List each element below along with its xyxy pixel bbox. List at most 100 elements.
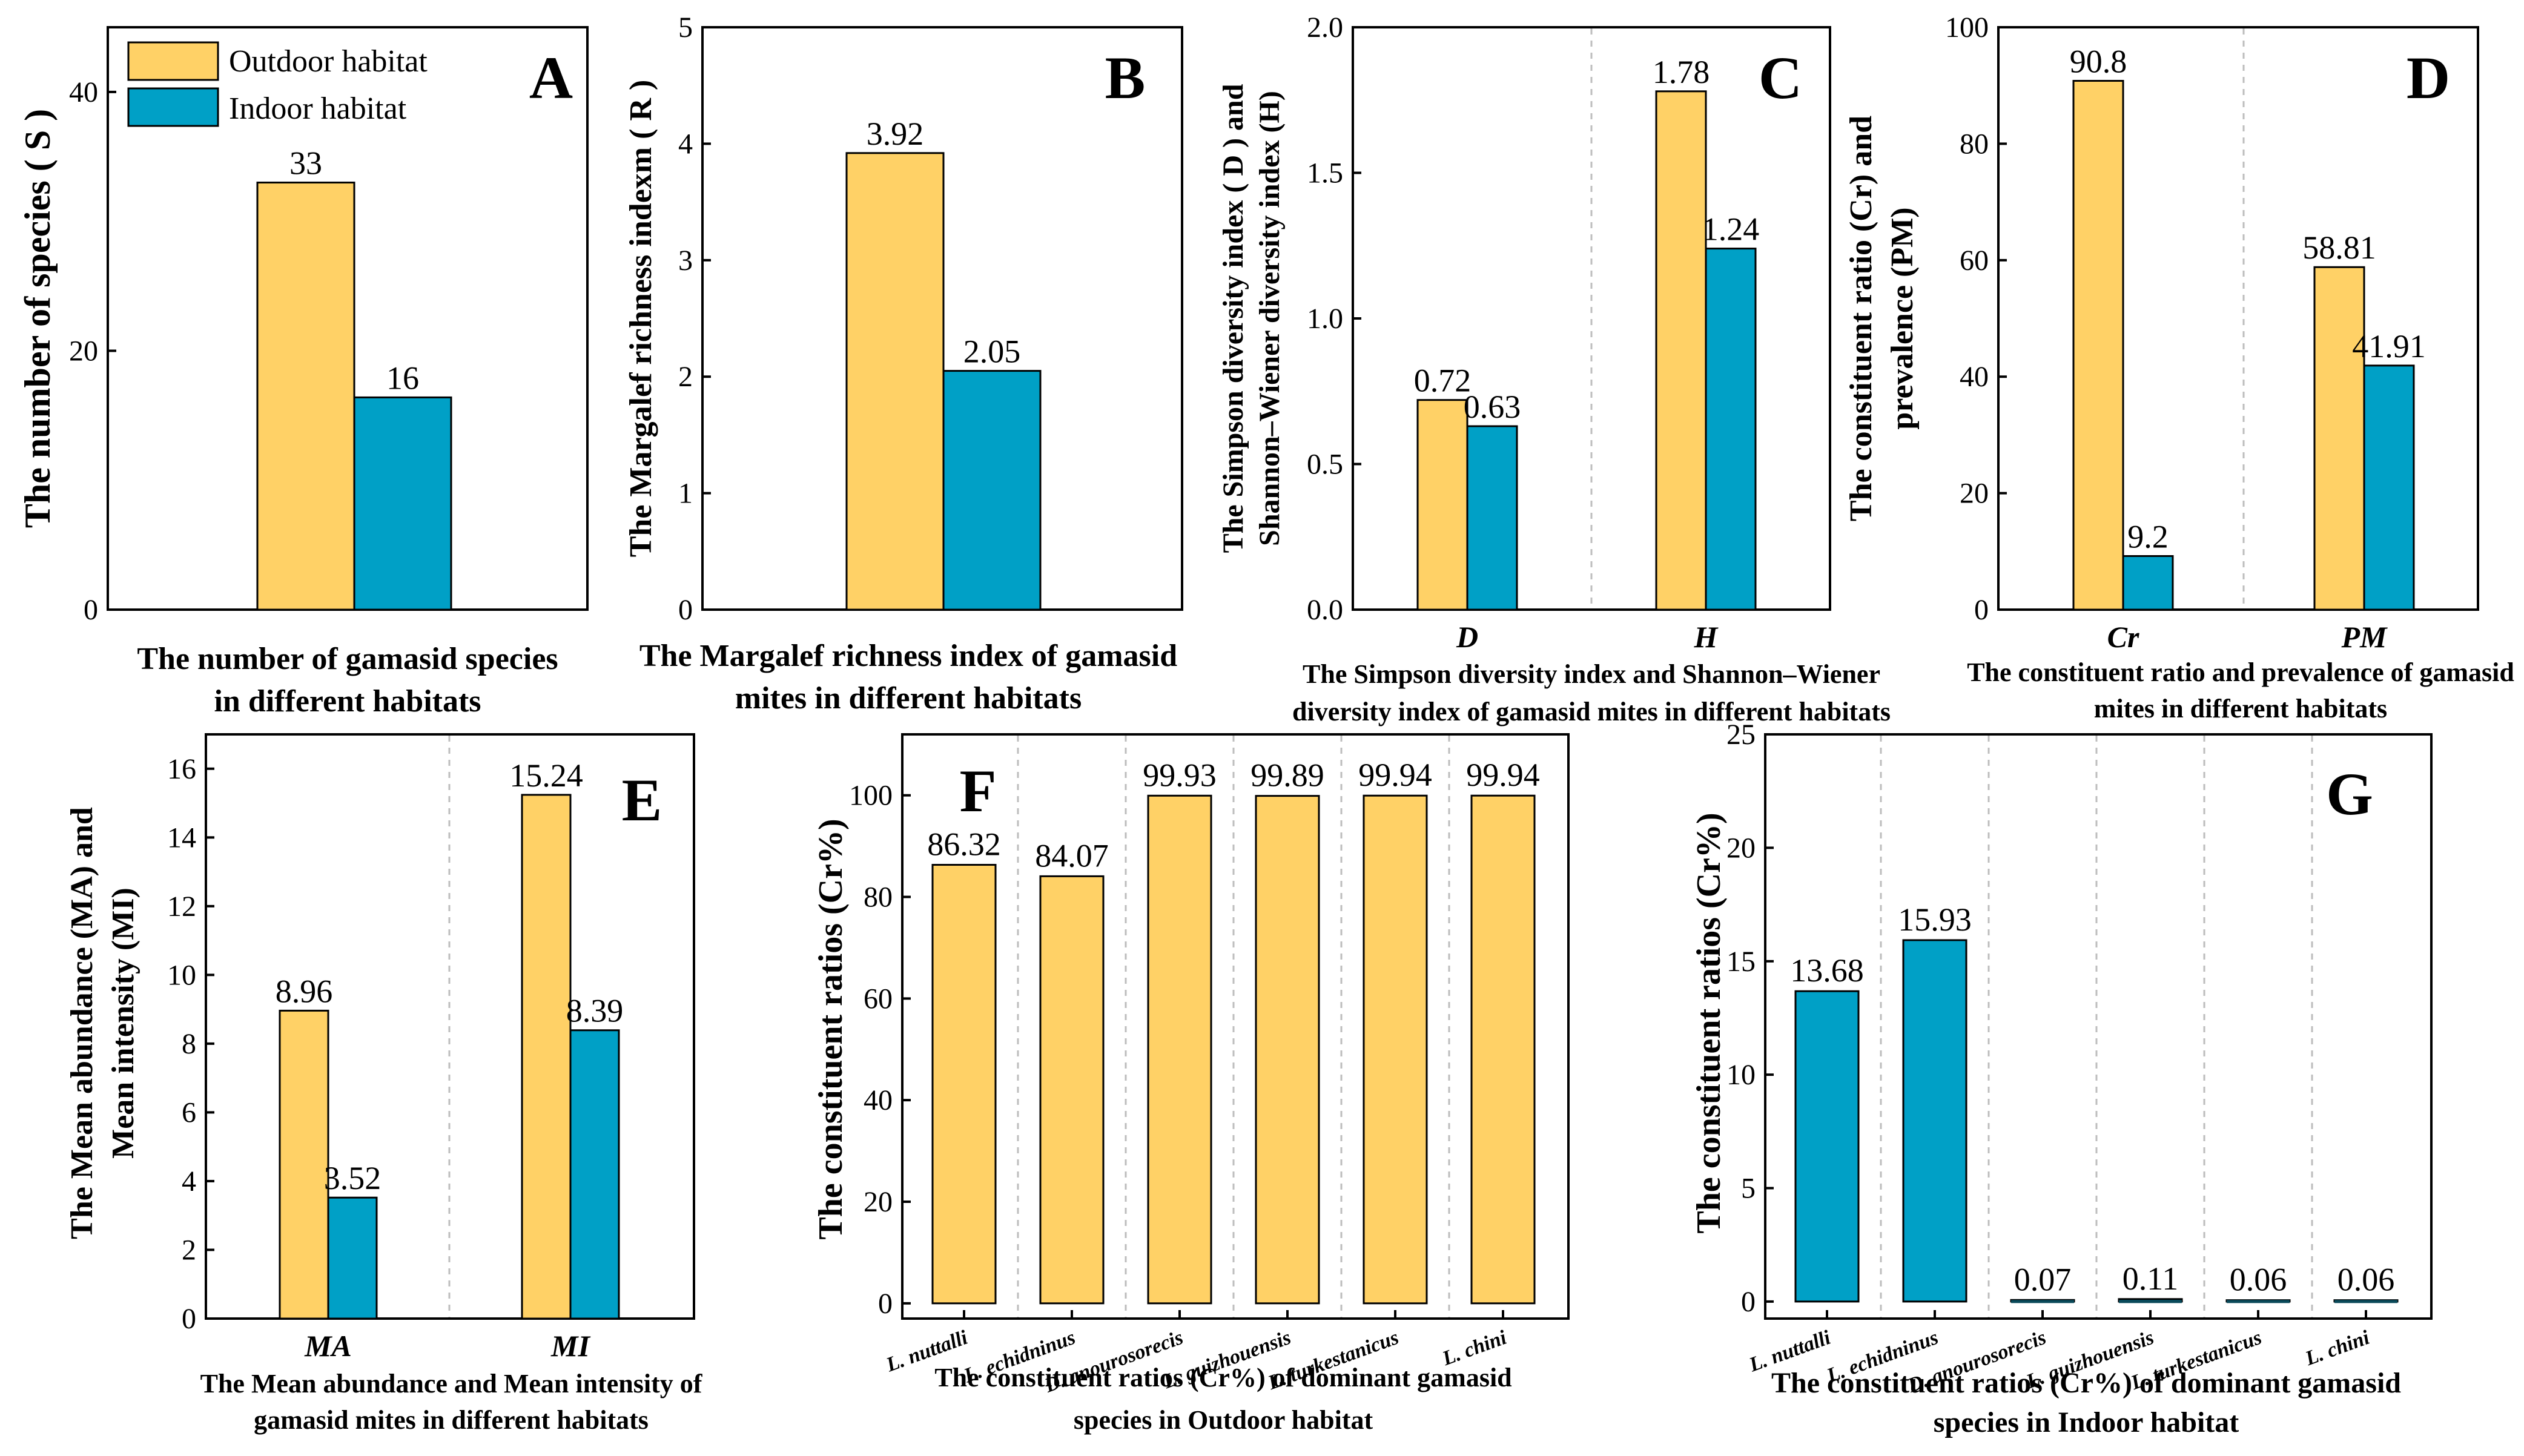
panel-c-bars — [1416, 90, 1757, 611]
panel-c-y-tick-label: 0.5 — [1307, 449, 1343, 481]
panel-e-y-label-line-2: Mean intensity (MI) — [106, 888, 140, 1159]
panel-d-y-tick-label: 100 — [1945, 12, 1989, 44]
panel-d-y-label-line-1: The constituent ratio (Cr) and — [1844, 116, 1878, 521]
panel-d-y-axis: 0 20 40 60 80 100 Cr PM — [1945, 12, 2388, 654]
panel-a-y-tick-label: 40 — [69, 76, 98, 108]
panel-b-data-label: 2.05 — [963, 334, 1021, 370]
panel-e-bar — [521, 794, 572, 1320]
panel-d-letter: D — [2407, 44, 2450, 111]
panel-f-bar — [1255, 795, 1320, 1305]
panel-f-y-tick-label: 60 — [864, 983, 893, 1015]
panel-c-y-label-line-1: The Simpson diversity index ( D ) and — [1217, 84, 1249, 553]
legend-swatch-outdoor — [127, 41, 219, 81]
panel-e-y-tick-label: 2 — [182, 1234, 196, 1266]
panel-f-bars — [931, 794, 1536, 1305]
legend-label-outdoor: Outdoor habitat — [229, 44, 428, 79]
panel-f-bar — [1147, 794, 1212, 1305]
panel-b-y-tick-label: 0 — [678, 594, 693, 626]
panel-e-y-tick-label: 6 — [182, 1096, 196, 1128]
panel-b-bar — [942, 370, 1042, 611]
panel-e-x-label-line-2: gamasid mites in different habitats — [254, 1405, 649, 1435]
panel-c-letter: C — [1759, 44, 1802, 111]
panel-g-data-label: 0.07 — [2014, 1261, 2072, 1297]
panel-d-y-tick-label: 80 — [1960, 128, 1989, 160]
panel-c-group-label: H — [1694, 620, 1719, 654]
panel-g-y-tick-label: 0 — [1741, 1286, 1756, 1318]
panel-f-plot-frame — [901, 733, 1570, 1320]
panel-f-bar — [931, 863, 997, 1305]
panel-e-y-tick-label: 16 — [167, 753, 196, 785]
panel-e-bars — [279, 794, 620, 1320]
panel-c-bar — [1655, 90, 1707, 611]
panel-f-data-labels: 86.32 84.07 99.93 99.89 99.94 99.94 — [927, 757, 1540, 874]
panel-d-x-label-line-1: The constituent ratio and prevalence of … — [1967, 657, 2514, 687]
legend: Outdoor habitat Indoor habitat — [127, 41, 428, 127]
panel-d-bar — [2072, 80, 2124, 611]
panel-c-y-tick-label: 1.5 — [1307, 157, 1343, 189]
panel-b-letter: B — [1105, 44, 1146, 111]
panel-e-bar — [327, 1196, 378, 1320]
panel-e-data-labels: 8.96 3.52 15.24 8.39 — [276, 757, 624, 1196]
panel-g-data-label: 15.93 — [1898, 901, 1972, 938]
panel-g-x-label-line-2: species in Indoor habitat — [1934, 1406, 2239, 1438]
panel-d-bar — [2122, 555, 2174, 611]
panel-e-y-tick-label: 0 — [182, 1303, 196, 1335]
panel-f-data-label: 84.07 — [1035, 837, 1109, 874]
panel-c-group-label: D — [1456, 620, 1478, 654]
panel-e-plot-frame — [205, 733, 695, 1320]
panel-g-category-label: L. chini — [2302, 1326, 2373, 1371]
panel-b-data-label: 3.92 — [867, 116, 924, 152]
panel-b-x-label-line-1: The Margalef richness index of gamasid — [639, 639, 1177, 673]
panel-c-bar — [1466, 425, 1518, 611]
panel-g-y-tick-label: 10 — [1726, 1059, 1756, 1091]
panel-d-group-label: Cr — [2107, 620, 2139, 654]
panel-g-data-label: 13.68 — [1790, 952, 1864, 989]
panel-d-bar — [2313, 266, 2365, 611]
panel-e-data-label: 15.24 — [509, 757, 583, 794]
panel-a-bar — [353, 396, 452, 611]
panel-g-letter: G — [2326, 760, 2373, 828]
panel-a-data-labels: 33 16 — [289, 145, 419, 397]
panel-g-data-label: 0.11 — [2123, 1260, 2179, 1297]
panel-c-data-label: 0.72 — [1414, 363, 1472, 399]
panel-g-plot-frame — [1764, 733, 2433, 1320]
panel-b-y-axis: 0 1 2 3 4 5 — [678, 12, 711, 626]
panel-d-group-label: PM — [2341, 620, 2388, 654]
panel-c-y-tick-label: 2.0 — [1307, 12, 1343, 44]
panel-b-y-label: The Margalef richness indexm ( R ) — [624, 80, 658, 558]
panel-f-x-label-line-2: species in Outdoor habitat — [1074, 1405, 1373, 1435]
panel-c-data-label: 1.24 — [1702, 211, 1760, 248]
panel-d-y-tick-label: 40 — [1960, 361, 1989, 393]
panel-d-data-label: 9.2 — [2127, 518, 2169, 555]
panel-c-data-labels: 0.720.63 1.78 1.24 — [1414, 54, 1760, 425]
panel-a-y-tick-label: 0 — [84, 594, 98, 626]
panel-c-data-label: 1.78 — [1653, 54, 1710, 90]
panel-a-bar — [256, 182, 355, 611]
panel-b-y-tick-label: 3 — [678, 245, 693, 277]
panel-e-y-tick-label: 8 — [182, 1028, 196, 1060]
panel-g-bar — [1902, 939, 1967, 1303]
panel-d-x-label-line-2: mites in different habitats — [2094, 694, 2387, 723]
panel-a-x-label-line-2: in different habitats — [214, 684, 481, 719]
panel-g-y-tick-label: 15 — [1726, 946, 1756, 978]
panel-f-data-label: 86.32 — [927, 826, 1001, 862]
panel-a-y-tick-label: 20 — [69, 335, 98, 367]
panel-a-bars — [256, 182, 452, 611]
panel-a-data-label: 33 — [289, 145, 322, 182]
panel-g-y-label: The constituent ratios (Cr%) — [1690, 812, 1728, 1233]
panel-g-data-labels: 13.68 15.93 0.07 0.11 0.06 0.06 — [1790, 901, 2394, 1298]
panel-b-y-tick-label: 2 — [678, 361, 693, 393]
panel-f-bar — [1039, 875, 1105, 1305]
panel-f-y-tick-label: 100 — [849, 780, 893, 812]
panel-b-x-label-line-2: mites in different habitats — [735, 681, 1082, 716]
panel-e-y-tick-label: 12 — [167, 891, 196, 923]
panel-g-bars — [1794, 939, 2399, 1303]
panel-d-bar — [2363, 364, 2415, 611]
panel-f-data-label: 99.94 — [1358, 757, 1432, 793]
panel-f-y-tick-label: 40 — [864, 1084, 893, 1116]
panel-d-data-label: 58.81 — [2302, 229, 2376, 266]
panel-g-data-label: 0.06 — [2337, 1262, 2395, 1298]
